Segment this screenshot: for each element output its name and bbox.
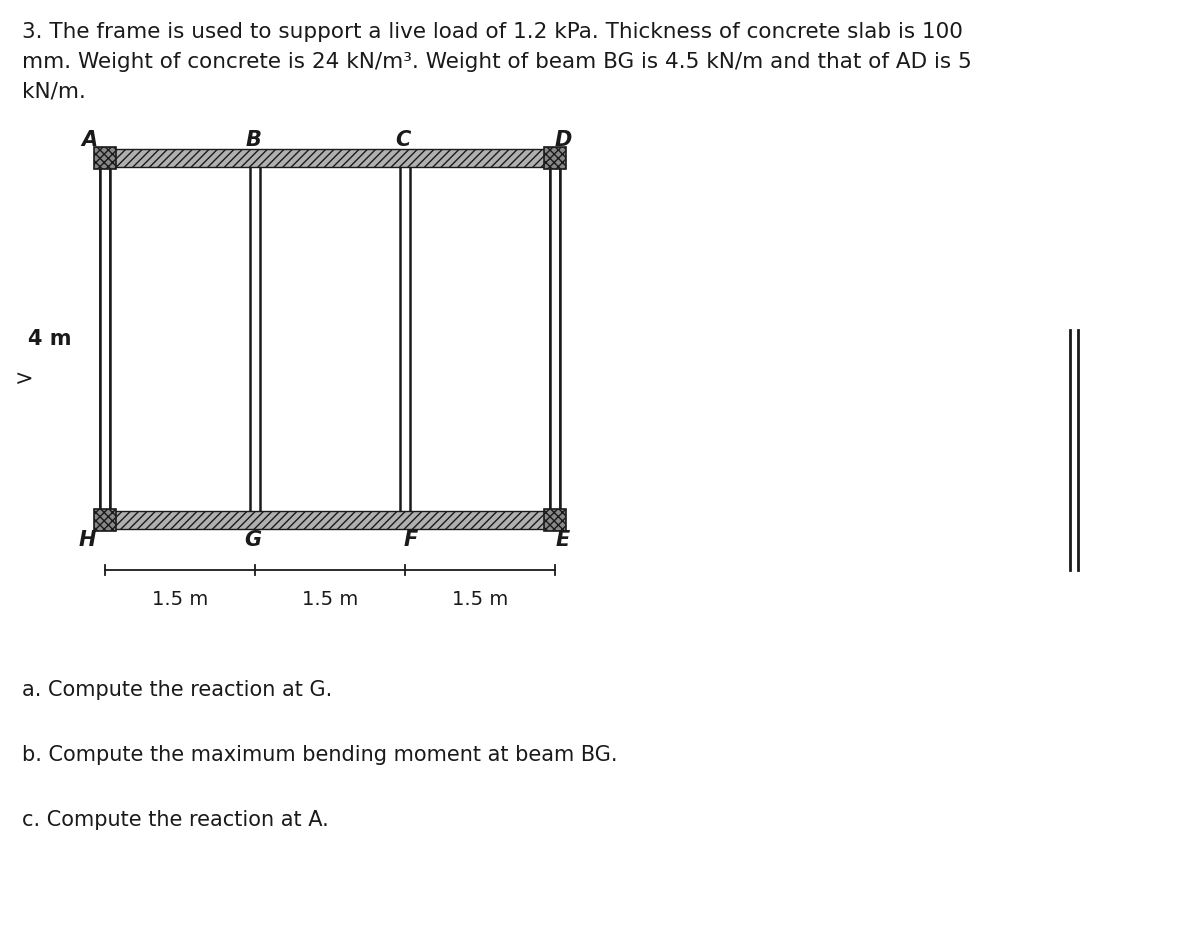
Bar bbox=[544, 147, 566, 169]
Bar bbox=[544, 509, 566, 531]
Text: B: B bbox=[245, 130, 260, 150]
Text: H: H bbox=[78, 530, 96, 550]
Text: 1.5 m: 1.5 m bbox=[152, 590, 208, 609]
Text: 3. The frame is used to support a live load of 1.2 kPa. Thickness of concrete sl: 3. The frame is used to support a live l… bbox=[22, 22, 972, 101]
Text: b. Compute the maximum bending moment at beam BG.: b. Compute the maximum bending moment at… bbox=[22, 745, 618, 765]
Bar bbox=[94, 147, 116, 169]
Text: G: G bbox=[245, 530, 262, 550]
Text: 1.5 m: 1.5 m bbox=[302, 590, 358, 609]
Bar bbox=[106, 149, 554, 167]
Bar bbox=[106, 511, 554, 529]
Text: >: > bbox=[14, 369, 34, 389]
Text: F: F bbox=[404, 530, 418, 550]
Text: a. Compute the reaction at G.: a. Compute the reaction at G. bbox=[22, 680, 332, 700]
Text: E: E bbox=[556, 530, 570, 550]
Bar bbox=[94, 509, 116, 531]
Text: 4 m: 4 m bbox=[28, 329, 72, 349]
Text: D: D bbox=[554, 130, 571, 150]
Text: c. Compute the reaction at A.: c. Compute the reaction at A. bbox=[22, 810, 329, 830]
Text: 1.5 m: 1.5 m bbox=[452, 590, 508, 609]
Text: C: C bbox=[395, 130, 410, 150]
Text: A: A bbox=[80, 130, 97, 150]
